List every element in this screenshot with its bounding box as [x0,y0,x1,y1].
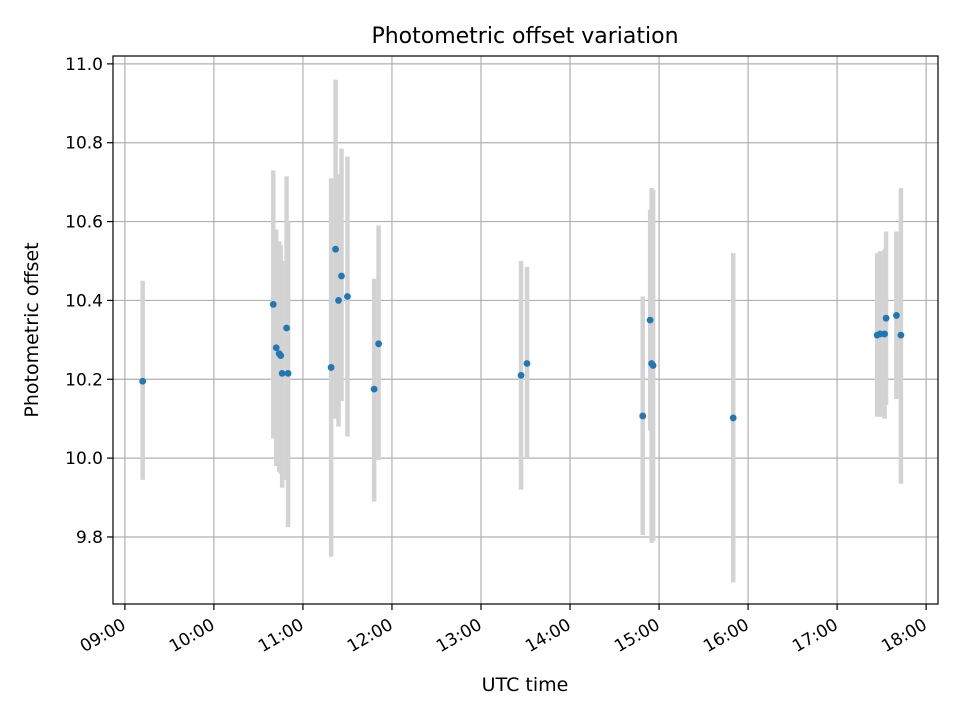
data-point [897,331,905,339]
data-point [335,297,342,304]
data-point [729,414,737,422]
data-point [269,300,277,308]
data-point [523,360,531,367]
y-tick-label: 10.8 [65,134,103,154]
plot-frame [112,55,939,605]
data-point [283,324,291,332]
y-tick-label: 11.0 [65,55,103,75]
data-points [139,245,905,422]
y-axis-label: Photometric offset [21,242,43,417]
data-point [278,369,286,377]
y-tick-label: 10.2 [65,370,103,390]
data-point [332,245,339,253]
x-axis-label: UTC time [482,674,569,696]
y-tick-label: 10.6 [65,213,103,233]
data-point [646,316,654,324]
data-point [338,272,345,280]
data-point [893,312,900,319]
data-point [882,314,890,322]
y-tick-label: 9.8 [76,528,103,548]
y-tick-label: 10.4 [65,291,103,311]
data-point [344,293,351,300]
data-point [139,377,147,385]
data-point [327,364,335,371]
chart-title: Photometric offset variation [371,24,678,49]
data-point [375,340,383,348]
data-point [284,369,292,377]
data-point [517,371,525,379]
data-point [277,352,285,360]
data-point [639,412,647,420]
data-point [370,385,378,393]
y-tick-label: 10.0 [65,449,103,469]
y-axis-ticks: 9.8 10.0 10.2 10.4 10.6 10.8 11.0 [65,55,113,548]
data-point [649,362,657,369]
data-point [881,330,888,338]
data-point [272,344,280,352]
